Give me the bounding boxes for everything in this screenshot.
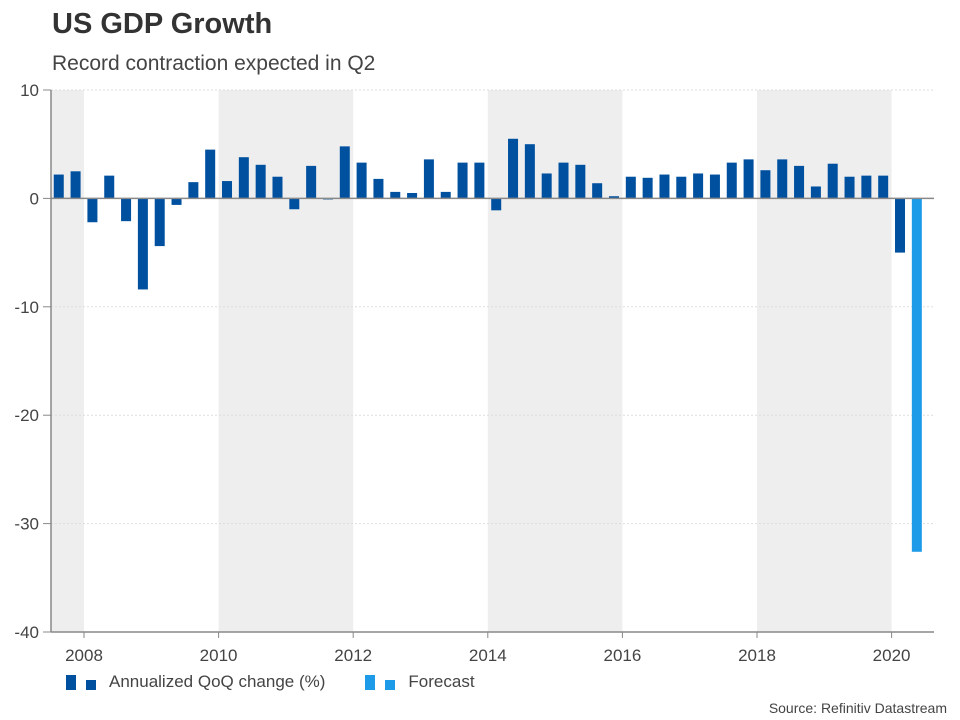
bar — [726, 162, 737, 199]
x-tick-label: 2014 — [469, 646, 507, 665]
bar — [861, 175, 872, 199]
bar — [154, 198, 165, 247]
x-tick-label: 2018 — [738, 646, 776, 665]
bar — [87, 198, 98, 223]
bar — [474, 162, 485, 199]
bar — [306, 165, 317, 199]
legend-swatch-actual — [66, 674, 76, 690]
forecast-bar — [911, 198, 922, 552]
bar — [238, 157, 249, 199]
x-tick-label: 2020 — [873, 646, 911, 665]
bar — [508, 138, 519, 199]
legend-item-actual: Annualized QoQ change (%) — [66, 672, 325, 692]
y-tick-label: 0 — [30, 189, 39, 208]
bar — [541, 173, 552, 199]
x-tick-label: 2012 — [334, 646, 372, 665]
bar — [693, 173, 704, 199]
bar — [356, 162, 367, 199]
bar — [844, 176, 855, 199]
source-note: Source: Refinitiv Datastream — [768, 700, 947, 716]
legend-swatch-forecast — [365, 674, 376, 690]
bar — [676, 176, 687, 199]
legend-item-forecast: Forecast — [365, 672, 475, 692]
bar — [659, 174, 670, 199]
bar — [777, 159, 788, 199]
bar — [121, 198, 132, 222]
bar — [390, 191, 401, 199]
bar — [188, 182, 199, 199]
bar — [255, 164, 266, 199]
y-tick-label: -10 — [14, 298, 39, 317]
bar — [289, 198, 300, 210]
bar — [272, 176, 283, 199]
bar — [743, 159, 754, 199]
bar — [491, 198, 502, 211]
shaded-band — [218, 90, 354, 632]
x-tick-label: 2008 — [65, 646, 103, 665]
legend-label-forecast: Forecast — [408, 672, 475, 691]
bar — [878, 175, 889, 199]
legend-swatch-actual-small — [86, 679, 96, 690]
bar — [104, 175, 115, 199]
bar — [592, 183, 603, 199]
bar — [794, 165, 805, 199]
bar — [524, 144, 535, 199]
bar — [760, 170, 771, 199]
x-tick-label: 2016 — [603, 646, 641, 665]
x-tick-label: 2010 — [200, 646, 238, 665]
y-tick-label: -30 — [14, 515, 39, 534]
chart-subtitle: Record contraction expected in Q2 — [52, 52, 376, 75]
bar — [608, 196, 619, 199]
bar — [440, 191, 451, 199]
bar — [339, 146, 350, 199]
bar — [642, 177, 653, 199]
bar — [423, 159, 434, 199]
bar — [70, 171, 81, 199]
bar — [137, 198, 148, 290]
bar — [625, 176, 636, 199]
y-tick-label: -20 — [14, 406, 39, 425]
bar — [53, 174, 64, 199]
legend-label-actual: Annualized QoQ change (%) — [109, 672, 326, 691]
bar — [575, 164, 586, 199]
bar — [827, 163, 838, 199]
bar — [407, 192, 418, 199]
chart-title: US GDP Growth — [52, 8, 273, 40]
shaded-band — [757, 90, 892, 632]
bar — [205, 149, 216, 199]
bar — [171, 198, 182, 205]
bar — [895, 198, 906, 253]
y-tick-label: 10 — [20, 81, 39, 100]
shaded-band — [487, 90, 623, 632]
bar — [373, 178, 384, 199]
bar — [558, 162, 569, 199]
legend-swatch-forecast-small — [385, 679, 396, 690]
bar — [810, 186, 821, 199]
bar — [457, 162, 468, 199]
y-tick-label: -40 — [14, 623, 39, 642]
legend: Annualized QoQ change (%) Forecast — [66, 672, 515, 692]
bar — [222, 181, 233, 199]
bar — [709, 174, 720, 199]
